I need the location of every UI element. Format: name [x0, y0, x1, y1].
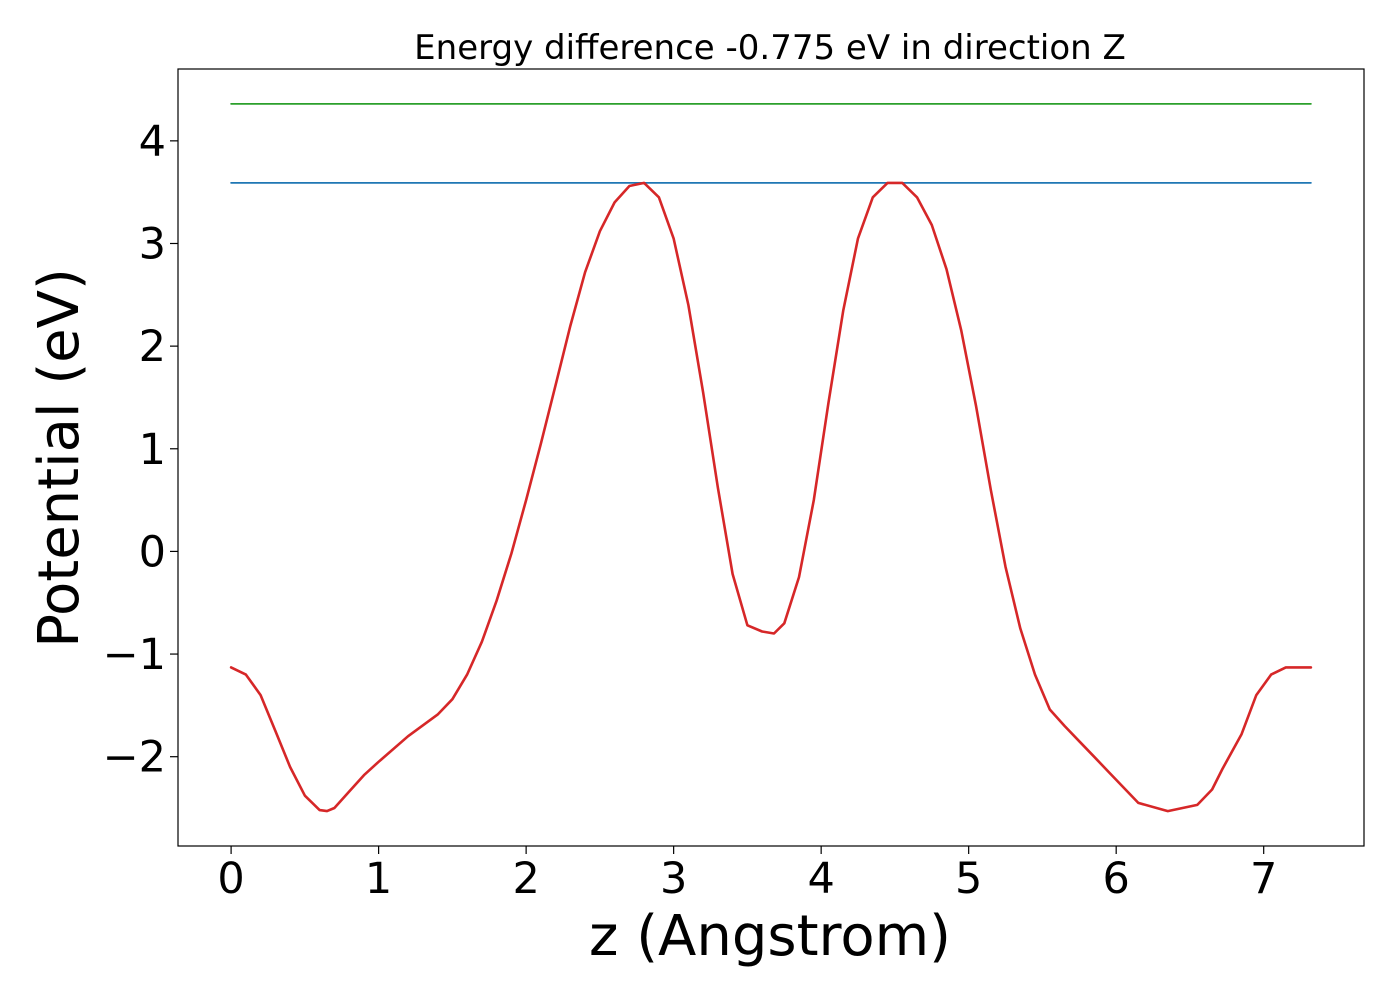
- x-axis-label: z (Angstrom): [589, 904, 951, 969]
- plot-frame: [177, 68, 1365, 847]
- y-tick-label: 1: [139, 425, 166, 475]
- x-tick-label: 1: [365, 854, 392, 904]
- x-tick-label: 6: [1102, 854, 1129, 904]
- series-layer: [229, 103, 1313, 813]
- y-tick-label: −1: [103, 630, 166, 680]
- x-tick-label: 2: [512, 854, 539, 904]
- x-tick-label: 4: [807, 854, 834, 904]
- chart-title: Energy difference -0.775 eV in direction…: [414, 28, 1126, 68]
- y-tick-label: 3: [139, 219, 166, 269]
- y-tick-label: 4: [139, 117, 166, 167]
- y-axis-label: Potential (eV): [27, 268, 92, 648]
- x-tick-label: 7: [1250, 854, 1277, 904]
- x-axis: 0 1 2 3 4 5 6 7: [217, 846, 1277, 904]
- series-line-2: [229, 181, 1313, 813]
- x-tick-label: 0: [217, 854, 244, 904]
- y-tick-label: 2: [139, 322, 166, 372]
- y-tick-label: 0: [139, 527, 166, 577]
- x-tick-label: 5: [955, 854, 982, 904]
- y-tick-label: −2: [103, 733, 166, 783]
- x-tick-label: 3: [660, 854, 687, 904]
- y-axis: −2 −1 0 1 2 3 4: [103, 117, 178, 783]
